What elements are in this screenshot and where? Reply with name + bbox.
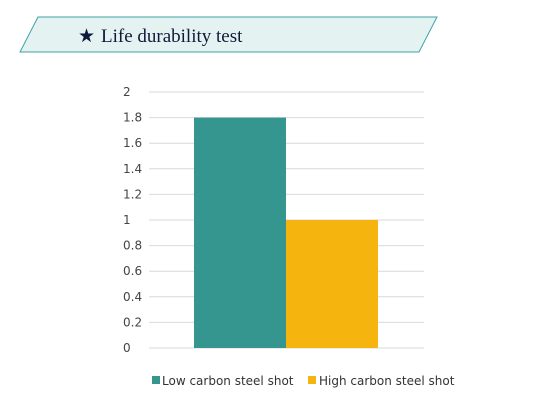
legend-label: High carbon steel shot xyxy=(319,374,455,388)
y-tick-label: 1.6 xyxy=(123,136,142,150)
y-tick-label: 0.6 xyxy=(123,264,142,278)
y-tick-label: 1.2 xyxy=(123,187,142,201)
title-banner: ★ Life durability test xyxy=(19,16,438,53)
star-icon: ★ xyxy=(78,26,95,47)
legend: Low carbon steel shot High carbon steel s… xyxy=(152,374,455,388)
y-tick-label: 0.8 xyxy=(123,239,142,253)
bar-low-carbon-steel-shot xyxy=(194,117,286,348)
y-tick-label: 0.4 xyxy=(123,290,142,304)
y-tick-label: 2 xyxy=(123,85,131,99)
bar-high-carbon-steel-shot xyxy=(286,220,378,348)
title-banner-shape xyxy=(19,16,438,53)
y-axis-ticks: 0 0.2 0.4 0.6 0.8 1 1.2 1.4 1.6 1.8 2 xyxy=(123,85,142,355)
y-tick-label: 1.8 xyxy=(123,111,142,125)
y-tick-label: 0.2 xyxy=(123,315,142,329)
legend-swatch xyxy=(152,376,160,384)
y-tick-label: 1.4 xyxy=(123,162,142,176)
y-tick-label: 1 xyxy=(123,213,131,227)
chart-title: Life durability test xyxy=(101,26,243,47)
legend-swatch xyxy=(308,376,316,384)
y-tick-label: 0 xyxy=(123,341,131,355)
legend-label: Low carbon steel shot xyxy=(162,374,294,388)
bars xyxy=(194,117,378,348)
